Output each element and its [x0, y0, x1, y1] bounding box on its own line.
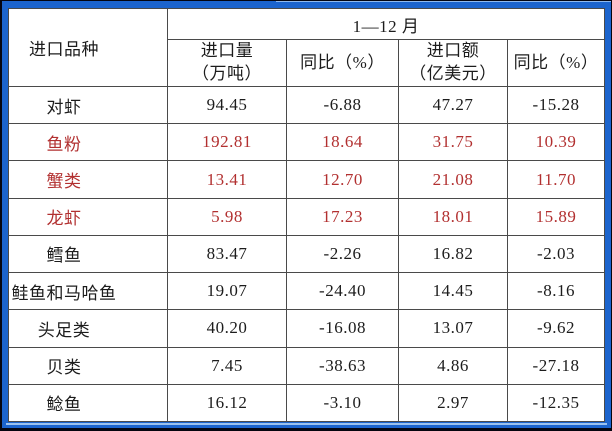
import-data-table: 进口品种 1—12 月 进口量 （万吨） 同比（%） 进口额	[8, 8, 605, 423]
header-line: 进口额	[426, 41, 480, 61]
row-label: 鳕鱼	[8, 234, 168, 274]
row-label: 蟹类	[8, 160, 168, 199]
column-header-species: 进口品种	[8, 8, 168, 87]
header-line: 进口量	[200, 41, 254, 61]
header-row-period: 进口品种 1—12 月	[8, 8, 605, 87]
value-yoy-cell: 11.70	[507, 160, 605, 199]
volume-cell: 7.45	[167, 346, 287, 385]
table-row: 鳕鱼 83.47 -2.26 16.82 -2.03	[8, 234, 605, 274]
value-yoy-cell: -15.28	[507, 85, 605, 125]
volume-cell: 13.41	[167, 160, 287, 199]
row-label: 鲑鱼和马哈鱼	[8, 272, 168, 311]
header-line: 同比（%）	[300, 52, 385, 72]
table-row: 贝类 7.45 -38.63 4.86 -27.18	[8, 346, 605, 385]
value-cell: 16.82	[398, 234, 508, 274]
header-row-metrics: 进口量 （万吨） 同比（%） 进口额 （亿美元） 同比（%）	[9, 39, 605, 87]
volume-cell: 16.12	[167, 383, 287, 423]
volume-yoy-cell: 12.70	[286, 160, 399, 199]
volume-yoy-cell: -6.88	[286, 85, 399, 125]
value-cell: 2.97	[398, 383, 508, 423]
row-label: 对虾	[8, 85, 168, 125]
value-cell: 47.27	[398, 85, 508, 125]
value-yoy-cell: 15.89	[507, 197, 605, 236]
value-yoy-cell: -12.35	[507, 383, 605, 423]
value-yoy-cell: -8.16	[507, 272, 605, 311]
value-cell: 21.08	[398, 160, 508, 199]
volume-yoy-cell: 17.23	[286, 197, 399, 236]
row-label: 龙虾	[8, 197, 168, 236]
value-cell: 31.75	[398, 123, 508, 162]
table-row: 蟹类 13.41 12.70 21.08 11.70	[8, 160, 605, 199]
volume-yoy-cell: -24.40	[286, 272, 399, 311]
table-row: 鲶鱼 16.12 -3.10 2.97 -12.35	[8, 383, 605, 423]
value-yoy-cell: -2.03	[507, 234, 605, 274]
table-row: 鲑鱼和马哈鱼 19.07 -24.40 14.45 -8.16	[8, 272, 605, 311]
table-panel: 进口品种 1—12 月 进口量 （万吨） 同比（%） 进口额	[8, 8, 605, 423]
header-line: （亿美元）	[409, 64, 497, 83]
volume-yoy-cell: -2.26	[286, 234, 399, 274]
table-row: 头足类 40.20 -16.08 13.07 -9.62	[8, 309, 605, 348]
volume-yoy-cell: -38.63	[286, 346, 399, 385]
value-yoy-cell: 10.39	[507, 123, 605, 162]
value-yoy-cell: -9.62	[507, 309, 605, 348]
column-header-volume-yoy: 同比（%）	[286, 39, 399, 87]
value-yoy-cell: -27.18	[507, 346, 605, 385]
table-row: 龙虾 5.98 17.23 18.01 15.89	[8, 197, 605, 236]
volume-cell: 83.47	[167, 234, 287, 274]
volume-cell: 19.07	[167, 272, 287, 311]
value-cell: 14.45	[398, 272, 508, 311]
row-label: 头足类	[8, 309, 168, 348]
row-label: 鱼粉	[8, 123, 168, 162]
volume-cell: 40.20	[167, 309, 287, 348]
column-group-header-period: 1—12 月	[167, 8, 605, 40]
volume-cell: 94.45	[167, 85, 287, 125]
value-cell: 4.86	[398, 346, 508, 385]
volume-cell: 192.81	[167, 123, 287, 162]
header-line: （万吨）	[192, 64, 262, 83]
volume-yoy-cell: -16.08	[286, 309, 399, 348]
column-header-import-value: 进口额 （亿美元）	[398, 39, 508, 87]
row-label: 鲶鱼	[8, 383, 168, 423]
column-header-import-volume: 进口量 （万吨）	[167, 39, 287, 87]
volume-yoy-cell: 18.64	[286, 123, 399, 162]
volume-cell: 5.98	[167, 197, 287, 236]
table-row: 鱼粉 192.81 18.64 31.75 10.39	[8, 123, 605, 162]
volume-yoy-cell: -3.10	[286, 383, 399, 423]
value-cell: 13.07	[398, 309, 508, 348]
row-label: 贝类	[8, 346, 168, 385]
table-row: 对虾 94.45 -6.88 47.27 -15.28	[8, 85, 605, 125]
header-line: 同比（%）	[513, 52, 599, 72]
column-header-value-yoy: 同比（%）	[507, 39, 605, 87]
value-cell: 18.01	[398, 197, 508, 236]
